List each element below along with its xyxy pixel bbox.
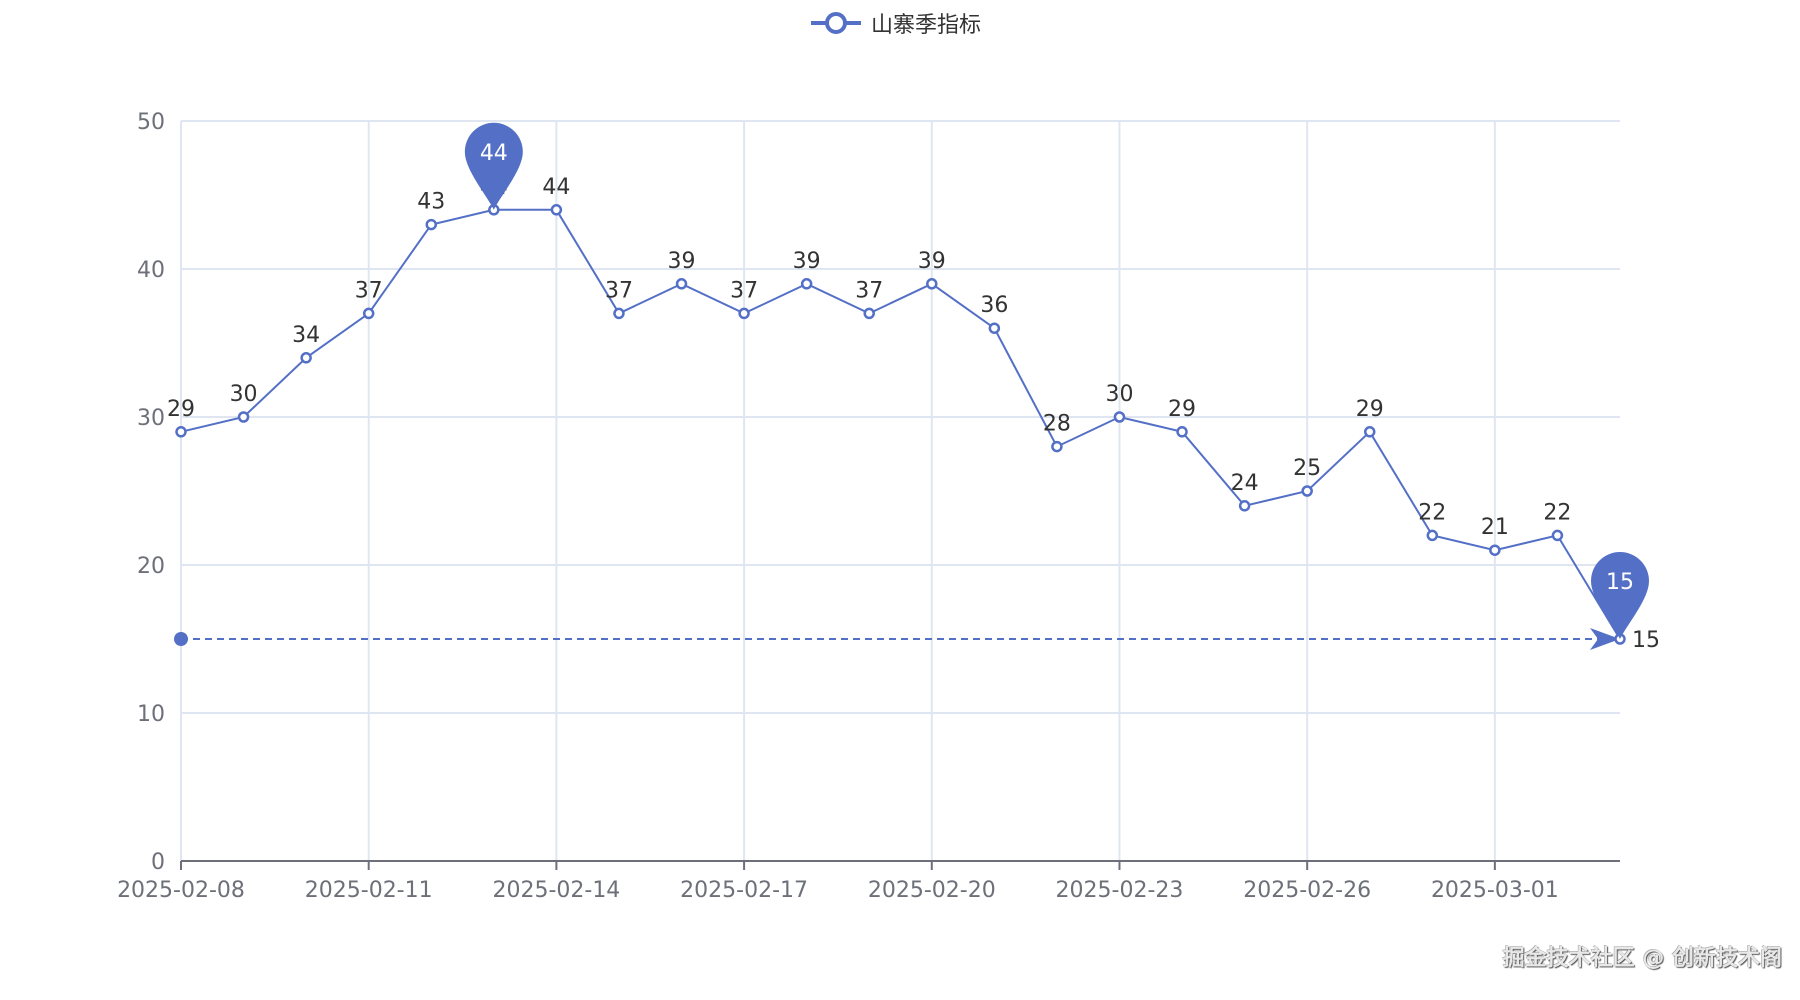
legend-line-circle-icon bbox=[811, 12, 861, 34]
data-point bbox=[1489, 544, 1501, 556]
watermark: 掘金技术社区 @ 创新技术阁 bbox=[1502, 946, 1782, 971]
data-point bbox=[1363, 426, 1376, 438]
legend-label: 山寨季指标 bbox=[871, 13, 982, 38]
mark-point-pin-icon bbox=[1591, 552, 1649, 639]
data-label: 39 bbox=[918, 249, 946, 274]
x-tick-label: 2025-02-20 bbox=[868, 878, 996, 903]
data-label: 37 bbox=[355, 278, 383, 303]
data-point bbox=[550, 204, 563, 216]
data-point bbox=[926, 278, 938, 290]
mark-point-label: 15 bbox=[1606, 570, 1634, 595]
mark-line-label: 15 bbox=[1632, 628, 1660, 653]
data-point bbox=[1426, 529, 1439, 542]
data-point bbox=[800, 278, 813, 290]
x-tick-label: 2025-02-26 bbox=[1243, 878, 1371, 903]
data-label: 37 bbox=[605, 278, 633, 303]
y-tick-label: 40 bbox=[137, 258, 165, 283]
data-point bbox=[362, 307, 375, 320]
data-label: 39 bbox=[668, 249, 696, 274]
y-tick-label: 10 bbox=[137, 702, 165, 727]
data-label: 22 bbox=[1418, 500, 1446, 525]
data-label: 29 bbox=[1168, 397, 1196, 422]
data-point bbox=[863, 307, 875, 320]
data-point bbox=[1301, 485, 1313, 497]
data-label: 36 bbox=[980, 293, 1008, 318]
legend-item[interactable]: 山寨季指标 bbox=[811, 6, 981, 40]
data-point bbox=[988, 322, 1001, 334]
x-tick-label: 2025-02-23 bbox=[1056, 878, 1184, 903]
data-label: 30 bbox=[1105, 382, 1133, 407]
data-point bbox=[675, 278, 688, 290]
data-label: 30 bbox=[230, 382, 258, 407]
x-tick-label: 2025-02-14 bbox=[492, 878, 620, 903]
data-label: 39 bbox=[793, 249, 821, 274]
data-label: 44 bbox=[542, 175, 570, 200]
data-label: 21 bbox=[1481, 515, 1509, 540]
data-point bbox=[738, 307, 750, 320]
data-point bbox=[1551, 529, 1564, 542]
data-label: 29 bbox=[167, 397, 195, 422]
mark-point-label: 44 bbox=[480, 141, 508, 166]
data-point bbox=[175, 426, 187, 438]
data-label: 22 bbox=[1543, 500, 1571, 525]
data-point bbox=[1113, 411, 1126, 423]
y-tick-label: 20 bbox=[137, 554, 165, 579]
y-tick-label: 50 bbox=[137, 110, 165, 135]
data-label: 28 bbox=[1043, 412, 1071, 437]
x-tick-label: 2025-03-01 bbox=[1431, 878, 1559, 903]
data-point bbox=[300, 352, 312, 364]
data-point bbox=[1051, 440, 1063, 453]
data-point bbox=[613, 307, 625, 320]
y-tick-label: 30 bbox=[137, 406, 165, 431]
mark-line-start-dot bbox=[174, 632, 188, 646]
data-label: 43 bbox=[417, 190, 445, 215]
mark-line-arrow-icon bbox=[1590, 628, 1620, 650]
data-label: 29 bbox=[1356, 397, 1384, 422]
data-label: 37 bbox=[855, 278, 883, 303]
mark-point-pin-icon bbox=[464, 122, 523, 210]
series-line bbox=[180, 208, 1621, 640]
data-point bbox=[237, 411, 250, 423]
data-label: 34 bbox=[292, 323, 320, 348]
data-label: 25 bbox=[1293, 456, 1321, 481]
data-point bbox=[425, 218, 438, 231]
x-tick-label: 2025-02-11 bbox=[305, 878, 433, 903]
y-tick-label: 0 bbox=[151, 850, 165, 875]
x-tick-label: 2025-02-17 bbox=[680, 878, 808, 903]
data-label: 24 bbox=[1231, 471, 1259, 496]
data-point bbox=[1238, 500, 1251, 512]
x-tick-label: 2025-02-08 bbox=[117, 878, 245, 903]
data-label: 37 bbox=[730, 278, 758, 303]
data-point bbox=[1176, 426, 1188, 438]
